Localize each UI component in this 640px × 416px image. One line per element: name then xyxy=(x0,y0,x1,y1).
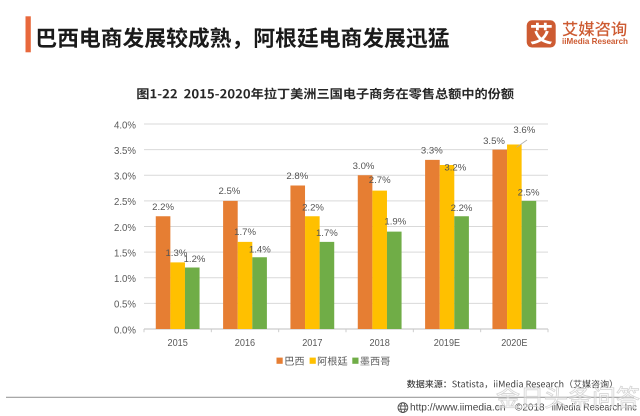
svg-text:2.5%: 2.5% xyxy=(218,186,240,197)
svg-text:3.5%: 3.5% xyxy=(483,136,505,147)
svg-text:1.7%: 1.7% xyxy=(234,227,256,238)
svg-text:2016: 2016 xyxy=(235,338,256,349)
svg-text:1.7%: 1.7% xyxy=(316,228,338,239)
svg-text:3.3%: 3.3% xyxy=(421,146,443,157)
svg-text:2.0%: 2.0% xyxy=(114,223,136,234)
svg-text:1.2%: 1.2% xyxy=(184,254,206,265)
svg-text:2019E: 2019E xyxy=(434,338,461,349)
svg-text:2015: 2015 xyxy=(168,338,189,349)
svg-text:1.3%: 1.3% xyxy=(165,248,187,259)
svg-text:2018: 2018 xyxy=(370,338,391,349)
svg-text:2.7%: 2.7% xyxy=(369,175,391,186)
svg-text:2.2%: 2.2% xyxy=(152,202,174,213)
svg-text:3.6%: 3.6% xyxy=(513,125,535,136)
svg-text:2.2%: 2.2% xyxy=(302,203,324,214)
svg-text:2.2%: 2.2% xyxy=(451,203,473,214)
svg-text:3.0%: 3.0% xyxy=(114,172,136,183)
svg-text:http://www.iimedia.cn: http://www.iimedia.cn xyxy=(410,402,506,413)
svg-text:©2018: ©2018 xyxy=(515,402,545,413)
svg-text:1.5%: 1.5% xyxy=(114,248,136,259)
svg-text:1.9%: 1.9% xyxy=(384,217,406,228)
svg-text:0.5%: 0.5% xyxy=(114,300,136,311)
svg-text:2.5%: 2.5% xyxy=(518,188,540,199)
svg-text:3.2%: 3.2% xyxy=(444,162,466,173)
svg-text:2020E: 2020E xyxy=(501,338,528,349)
svg-text:3.0%: 3.0% xyxy=(353,161,375,172)
svg-text:2017: 2017 xyxy=(302,338,323,349)
svg-text:0.0%: 0.0% xyxy=(114,325,136,336)
svg-text:3.5%: 3.5% xyxy=(114,146,136,157)
svg-text:2.8%: 2.8% xyxy=(286,171,308,182)
svg-text:2.5%: 2.5% xyxy=(114,197,136,208)
svg-text:iiMedia Research: iiMedia Research xyxy=(562,36,628,46)
svg-text:4.0%: 4.0% xyxy=(114,120,136,131)
svg-text:1.0%: 1.0% xyxy=(114,274,136,285)
svg-text:1.4%: 1.4% xyxy=(249,244,271,255)
